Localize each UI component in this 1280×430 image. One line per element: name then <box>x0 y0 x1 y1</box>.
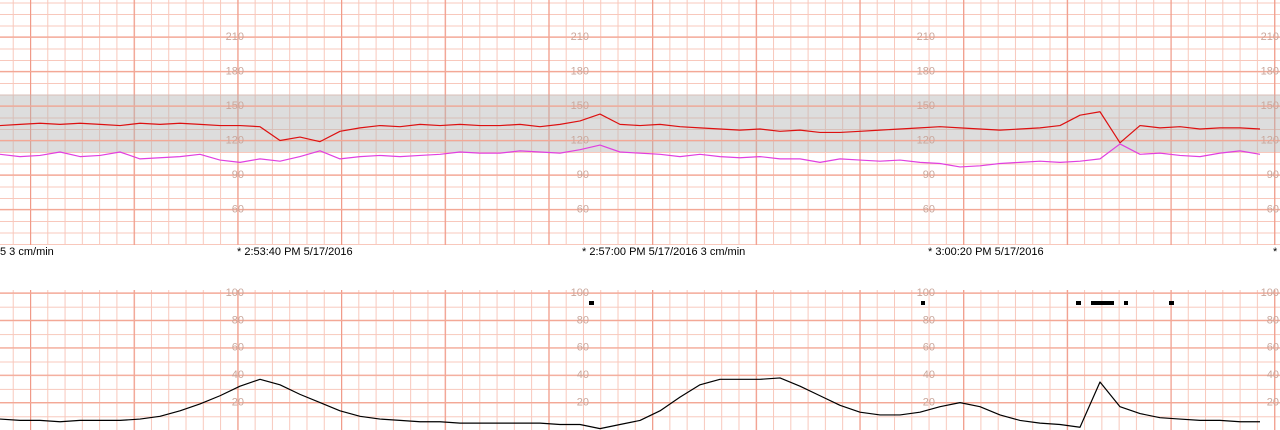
y-tick-label: 60 <box>577 342 589 354</box>
y-tick-label: 210 <box>917 31 935 43</box>
y-tick-label: 210 <box>1261 31 1279 43</box>
normal-range-band <box>0 94 1280 152</box>
y-tick-label: 100 <box>226 287 244 299</box>
y-tick-label: 90 <box>577 169 589 181</box>
y-tick-label: 90 <box>923 169 935 181</box>
event-marker <box>1169 301 1174 305</box>
y-tick-label: 150 <box>917 100 935 112</box>
grid-pattern <box>0 290 1280 430</box>
y-tick-label: 40 <box>577 369 589 381</box>
y-tick-label: 40 <box>923 369 935 381</box>
time-annotation: * 2:57:00 PM 5/17/2016 3 cm/min <box>582 246 745 258</box>
event-markers <box>589 301 1174 305</box>
y-tick-label: 60 <box>232 342 244 354</box>
y-tick-label: 60 <box>232 203 244 215</box>
trace-line <box>0 377 1260 430</box>
y-tick-label: 20 <box>1267 397 1279 409</box>
y-tick-label: 90 <box>1267 169 1279 181</box>
y-tick-label: 60 <box>1267 342 1279 354</box>
y-tick-label: 80 <box>232 314 244 326</box>
y-tick-label: 100 <box>571 287 589 299</box>
y-tick-label: 180 <box>226 65 244 77</box>
event-marker <box>1124 301 1128 305</box>
y-tick-label: 210 <box>226 31 244 43</box>
y-tick-label: 60 <box>577 203 589 215</box>
event-marker <box>1091 301 1114 305</box>
y-tick-label: 40 <box>232 369 244 381</box>
y-tick-label: 20 <box>232 397 244 409</box>
y-tick-label: 80 <box>1267 314 1279 326</box>
time-annotation: * 2:53:40 PM 5/17/2016 <box>237 246 353 258</box>
y-tick-label: 180 <box>571 65 589 77</box>
y-tick-label: 210 <box>571 31 589 43</box>
y-tick-label: 150 <box>1261 100 1279 112</box>
y-tick-label: 60 <box>923 203 935 215</box>
y-tick-label: 80 <box>923 314 935 326</box>
y-tick-label: 20 <box>577 397 589 409</box>
trace-line <box>0 111 1261 144</box>
y-tick-label: 40 <box>1267 369 1279 381</box>
event-marker <box>921 301 925 305</box>
y-tick-label: 20 <box>923 397 935 409</box>
y-tick-label: 60 <box>1267 203 1279 215</box>
y-tick-label: 120 <box>917 134 935 146</box>
y-tick-label: 120 <box>1261 134 1279 146</box>
time-annotation: * <box>1273 246 1278 258</box>
y-tick-label: 150 <box>226 100 244 112</box>
y-tick-label: 120 <box>571 134 589 146</box>
time-annotation: 5 3 cm/min <box>0 246 54 258</box>
event-marker <box>1076 301 1081 305</box>
annotation-strip <box>0 245 1280 290</box>
y-tick-label: 120 <box>226 134 244 146</box>
y-tick-label: 100 <box>917 287 935 299</box>
y-tick-label: 150 <box>571 100 589 112</box>
y-tick-label: 180 <box>917 65 935 77</box>
y-tick-label: 180 <box>1261 65 1279 77</box>
y-tick-label: 90 <box>232 169 244 181</box>
y-tick-label: 60 <box>923 342 935 354</box>
bottom-grid <box>0 290 1280 430</box>
y-tick-label: 80 <box>577 314 589 326</box>
y-tick-label: 100 <box>1261 287 1279 299</box>
trace-line <box>0 143 1261 168</box>
event-marker <box>589 301 594 305</box>
time-annotation: * 3:00:20 PM 5/17/2016 <box>928 246 1044 258</box>
